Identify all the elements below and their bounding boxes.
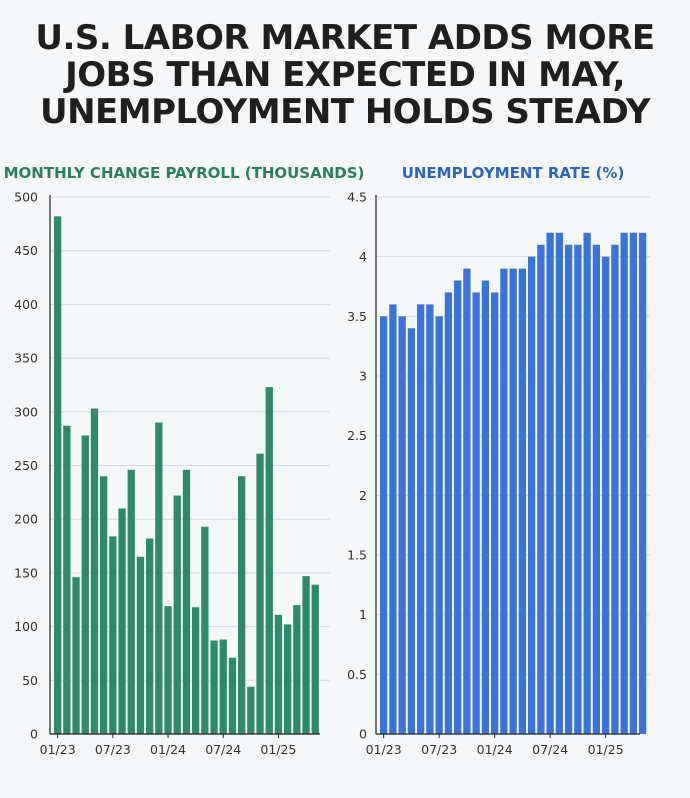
payroll-ytick-label: 400 bbox=[14, 297, 38, 312]
unemployment-xtick-label: 07/23 bbox=[421, 742, 457, 757]
payroll-bar bbox=[274, 614, 283, 734]
payroll-bar bbox=[81, 435, 89, 734]
payroll-xtick-label: 07/23 bbox=[95, 742, 131, 757]
payroll-ytick-label: 200 bbox=[14, 512, 38, 527]
unemployment-bar bbox=[537, 244, 545, 734]
unemployment-ytick-label: 2.5 bbox=[347, 428, 367, 443]
unemployment-bar bbox=[518, 268, 527, 734]
page-title: U.S. LABOR MARKET ADDS MORE JOBS THAN EX… bbox=[0, 20, 690, 131]
payroll-bar bbox=[302, 576, 310, 734]
payroll-bar bbox=[247, 686, 255, 734]
payroll-ytick-label: 100 bbox=[14, 619, 38, 634]
payroll-bar bbox=[109, 536, 117, 734]
unemployment-bar bbox=[592, 244, 601, 734]
payroll-chart: 0 50 100 150 200 250 300 350 400 450 500 01/23 07/23… bbox=[14, 190, 330, 757]
payroll-bar bbox=[146, 538, 154, 734]
unemployment-ytick-label: 2 bbox=[359, 488, 367, 503]
payroll-ytick-label: 300 bbox=[14, 404, 38, 419]
unemployment-bar bbox=[407, 328, 416, 734]
unemployment-bar bbox=[555, 232, 564, 735]
unemployment-bar bbox=[620, 232, 628, 735]
payroll-bar bbox=[210, 640, 218, 734]
unemployment-xtick-label: 01/25 bbox=[588, 742, 624, 757]
payroll-bar bbox=[182, 469, 191, 734]
unemployment-ytick-label: 4 bbox=[359, 249, 367, 264]
payroll-ytick-label: 50 bbox=[22, 673, 38, 688]
payroll-bar bbox=[219, 639, 227, 734]
unemployment-ytick-label: 1.5 bbox=[347, 548, 367, 563]
unemployment-xtick-label: 07/24 bbox=[532, 742, 568, 757]
title-line-2: JOBS THAN EXPECTED IN MAY, bbox=[65, 55, 625, 95]
unemployment-ytick-label: 1 bbox=[359, 607, 367, 622]
title-line-1: U.S. LABOR MARKET ADDS MORE bbox=[35, 18, 655, 58]
payroll-ytick-label: 350 bbox=[14, 351, 38, 366]
payroll-xtick-label: 07/24 bbox=[205, 742, 241, 757]
payroll-bar bbox=[293, 605, 301, 734]
payroll-bar bbox=[72, 577, 80, 734]
payroll-bar bbox=[228, 657, 237, 734]
unemployment-bar bbox=[528, 256, 536, 734]
payroll-bar bbox=[63, 425, 71, 734]
payroll-bar bbox=[311, 584, 319, 734]
payroll-bar bbox=[164, 606, 172, 734]
title-line-3: UNEMPLOYMENT HOLDS STEADY bbox=[39, 92, 651, 132]
unemployment-chart: 0 0.5 1 1.5 2 2.5 3 3.5 4 4.5 01/23 07/23 01/24 07/24… bbox=[347, 190, 650, 757]
payroll-chart-title: MONTHLY CHANGE PAYROLL (THOUSANDS) bbox=[3, 164, 365, 182]
payroll-bar bbox=[238, 476, 246, 734]
unemployment-chart-title: UNEMPLOYMENT RATE (%) bbox=[401, 164, 625, 182]
unemployment-bar bbox=[380, 316, 388, 734]
payroll-bar bbox=[192, 607, 200, 734]
payroll-ytick-label: 250 bbox=[14, 458, 38, 473]
unemployment-ytick-label: 4.5 bbox=[347, 190, 367, 205]
unemployment-bar bbox=[629, 232, 638, 735]
unemployment-bar bbox=[435, 316, 443, 734]
payroll-xtick-label: 01/25 bbox=[260, 742, 296, 757]
unemployment-bar bbox=[583, 232, 591, 735]
payroll-bar bbox=[118, 508, 126, 734]
payroll-xtick-label: 01/23 bbox=[40, 742, 76, 757]
unemployment-bar bbox=[500, 268, 508, 734]
payroll-bar bbox=[100, 476, 108, 734]
payroll-bar bbox=[136, 556, 145, 734]
unemployment-ytick-label: 3 bbox=[359, 369, 367, 384]
unemployment-bar bbox=[602, 256, 610, 734]
unemployment-ytick-label: 0.5 bbox=[347, 667, 367, 682]
payroll-bar bbox=[90, 408, 99, 734]
payroll-bar bbox=[54, 216, 62, 734]
unemployment-bar bbox=[565, 244, 573, 734]
payroll-bar bbox=[265, 387, 273, 734]
payroll-ytick-label: 0 bbox=[30, 727, 38, 742]
unemployment-bar bbox=[639, 232, 647, 735]
unemployment-bar bbox=[472, 292, 480, 734]
payroll-ytick-label: 450 bbox=[14, 243, 38, 258]
unemployment-xtick-label: 01/23 bbox=[366, 742, 402, 757]
unemployment-bar bbox=[481, 280, 490, 734]
unemployment-bar bbox=[398, 316, 406, 734]
unemployment-bar bbox=[389, 304, 397, 734]
payroll-bar bbox=[173, 495, 181, 734]
unemployment-ytick-label: 3.5 bbox=[347, 309, 367, 324]
unemployment-bar bbox=[417, 304, 425, 734]
payroll-bar bbox=[127, 469, 135, 734]
unemployment-bar bbox=[426, 304, 434, 734]
unemployment-bar bbox=[546, 232, 554, 735]
unemployment-bar bbox=[509, 268, 517, 734]
payroll-bar bbox=[284, 624, 292, 734]
unemployment-ytick-label: 0 bbox=[359, 727, 367, 742]
unemployment-bar bbox=[444, 292, 453, 734]
payroll-bar bbox=[201, 526, 209, 734]
unemployment-bar bbox=[574, 244, 582, 734]
payroll-ytick-label: 500 bbox=[14, 190, 38, 205]
unemployment-xtick-label: 01/24 bbox=[477, 742, 513, 757]
unemployment-bar bbox=[611, 244, 619, 734]
unemployment-bar bbox=[454, 280, 462, 734]
payroll-ytick-label: 150 bbox=[14, 565, 38, 580]
unemployment-bar bbox=[491, 292, 499, 734]
payroll-bar bbox=[256, 453, 264, 734]
unemployment-bar bbox=[463, 268, 471, 734]
payroll-bar bbox=[155, 422, 163, 734]
payroll-xtick-label: 01/24 bbox=[150, 742, 186, 757]
